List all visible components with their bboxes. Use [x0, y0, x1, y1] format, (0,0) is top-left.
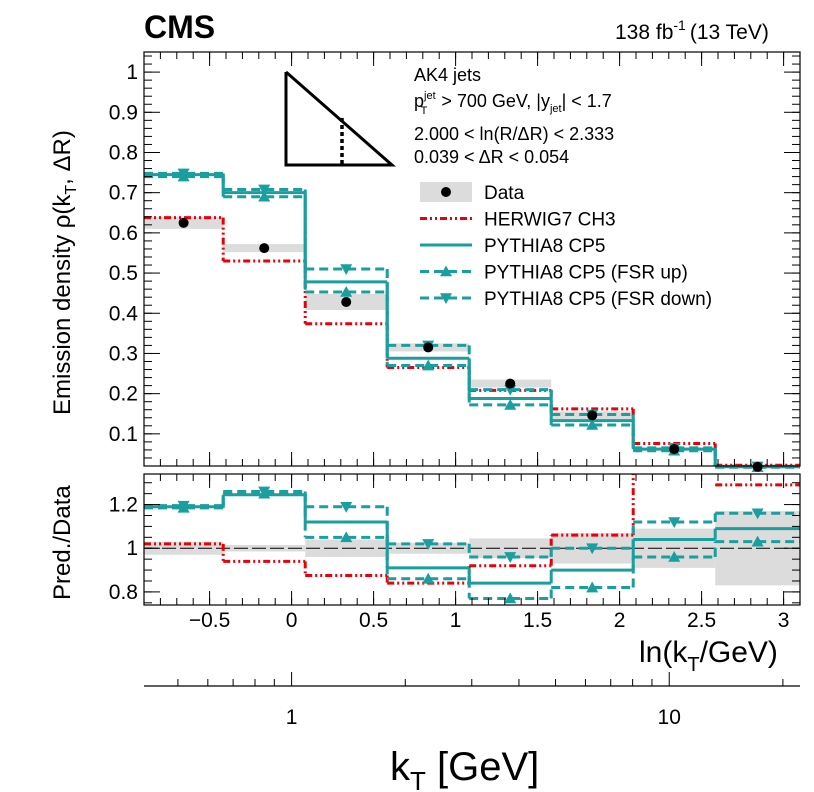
data-point — [669, 444, 680, 455]
y-tick-label: 0.3 — [109, 342, 138, 365]
kt-tick-label: 1 — [286, 706, 298, 729]
y-tick-label: 0.6 — [109, 222, 138, 245]
xlabel-kt-end: [GeV] — [426, 745, 539, 789]
series-marker — [504, 552, 517, 563]
data-point — [178, 217, 189, 228]
data-point — [341, 297, 352, 308]
x-tick-label: 2.5 — [687, 609, 716, 632]
kin-p-sub: T — [421, 105, 428, 117]
cms-label: CMS — [144, 9, 215, 45]
data-point — [259, 243, 270, 254]
legend-label: Data — [484, 183, 525, 204]
series-marker — [177, 168, 190, 180]
series-marker — [340, 285, 353, 297]
y-tick-label: 0.4 — [109, 302, 139, 325]
upper-plot: 0.1 0.2 0.3 0.4 0.5 0.6 0.7 0.8 0.9 1 — [109, 51, 801, 473]
x-tick-label: 2 — [614, 609, 626, 632]
xlabel-ln-main: ln(k — [639, 636, 688, 669]
data-point — [505, 378, 516, 389]
series-marker — [258, 190, 271, 202]
series-marker — [340, 264, 353, 276]
y-tick-label: 1 — [126, 537, 138, 560]
series-marker — [258, 486, 271, 498]
x-tick-label: −0.5 — [189, 609, 230, 632]
lund-plane-triangle-icon — [284, 70, 396, 167]
x-tick-label: 1.5 — [523, 609, 552, 632]
legend-label: PYTHIA8 CP5 (FSR down) — [484, 289, 712, 310]
legend-label: PYTHIA8 CP5 — [484, 236, 605, 257]
upper-ylabel-main: Emission density ρ(k — [49, 194, 76, 415]
jet-type-label: AK4 jets — [414, 65, 481, 85]
data-point — [752, 461, 763, 472]
x-tick-label: 3 — [778, 609, 790, 632]
lumi-label: 138 fb-1 (13 TeV) — [615, 17, 769, 44]
dr-bin-label: 0.039 < ΔR < 0.054 — [414, 147, 569, 167]
series-marker — [751, 508, 764, 520]
x-tick-label: 1 — [450, 609, 462, 632]
legend-marker — [440, 265, 452, 277]
xlabel-ln-end: /GeV) — [700, 636, 778, 669]
series-marker — [668, 517, 681, 529]
series-marker — [586, 419, 599, 430]
y-tick-label: 0.8 — [109, 141, 138, 164]
y-tick-label: 0.7 — [109, 182, 138, 205]
legend: Data HERWIG7 CH3 PYTHIA8 CP5 PYTHIA8 CP5 (F… — [420, 182, 712, 310]
y-tick-label: 0.5 — [109, 262, 138, 285]
kin-p: p — [414, 91, 424, 111]
ratio-y-axis-title: Pred./Data — [49, 485, 76, 600]
series-marker — [340, 501, 353, 513]
data-point — [423, 342, 434, 353]
series-marker — [177, 500, 190, 512]
series-marker — [586, 581, 599, 593]
legend-marker — [440, 293, 452, 304]
ratio-plot: 0.8 1 1.2 −0.5 0 0.5 1 1.5 2 2.5 3 — [109, 473, 801, 632]
series-marker — [422, 572, 435, 584]
upper-y-axis-title: Emission density ρ(kT, ΔR) — [49, 130, 80, 415]
series-marker — [751, 535, 764, 547]
series-marker — [422, 359, 435, 371]
series-marker — [422, 539, 435, 550]
upper-ylabel-end: , ΔR) — [49, 130, 76, 185]
data-point — [587, 410, 598, 421]
kin-y-sub: jet — [549, 103, 562, 115]
kt-tick-label: 10 — [658, 706, 681, 729]
kt-x-axis-title: kT [GeV] — [390, 745, 539, 792]
kin-end: | < 1.7 — [562, 91, 612, 111]
y-tick-label: 0.2 — [109, 383, 138, 406]
legend-label: PYTHIA8 CP5 (FSR up) — [484, 263, 688, 284]
y-tick-label: 0.9 — [109, 101, 138, 124]
xlabel-kt-main: k — [390, 745, 411, 789]
series-marker — [504, 398, 517, 410]
kin-mid: > 700 GeV, |y — [436, 91, 550, 111]
y-tick-label: 1.2 — [109, 494, 138, 517]
legend-label: HERWIG7 CH3 — [484, 210, 616, 231]
ln-bin-label: 2.000 < ln(R/ΔR) < 2.333 — [414, 124, 614, 144]
legend-data-marker — [441, 187, 451, 197]
x-tick-label: 0 — [286, 609, 298, 632]
xlabel-ln-sub: T — [687, 654, 699, 676]
energy-label: (13 TeV) — [690, 21, 769, 44]
ln-x-axis-title: ln(kT/GeV) — [639, 636, 778, 676]
x-tick-label: 0.5 — [359, 609, 388, 632]
y-tick-label: 1 — [126, 61, 138, 84]
y-tick-label: 0.8 — [109, 581, 138, 604]
y-tick-label: 0.1 — [109, 423, 138, 446]
series-marker — [504, 592, 517, 604]
series-marker — [668, 550, 681, 562]
series-marker — [586, 543, 599, 555]
kin-p-sup: jet — [423, 90, 436, 102]
series-marker — [340, 531, 353, 543]
kinematic-cuts-label: pjet T > 700 GeV, |yjet| < 1.7 — [414, 90, 612, 117]
lumi-value: 138 fb — [615, 21, 673, 44]
kt-axis: 1 10 — [144, 672, 800, 729]
upper-ylabel-sub: T — [63, 185, 80, 195]
xlabel-kt-sub: T — [410, 766, 426, 792]
series-marker — [258, 184, 271, 196]
lumi-exponent: -1 — [673, 17, 686, 33]
